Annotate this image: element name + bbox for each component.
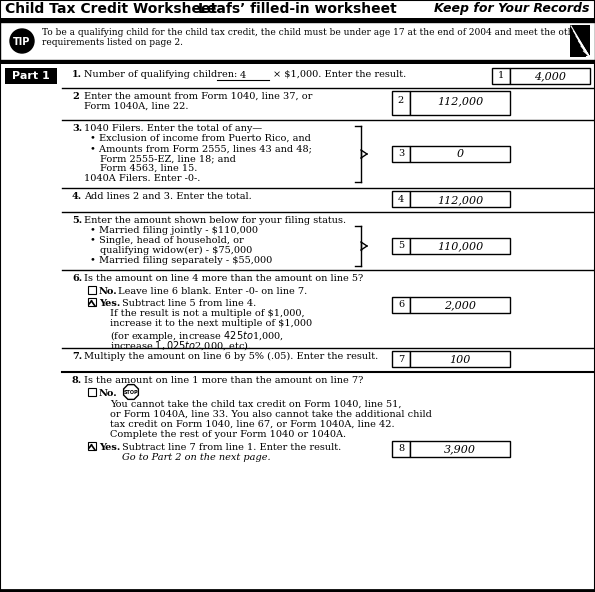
Text: 5.: 5. xyxy=(72,216,82,225)
Bar xyxy=(410,91,510,115)
Bar xyxy=(0,60,595,64)
Text: 3,900: 3,900 xyxy=(444,444,476,454)
Text: If the result is not a multiple of $1,000,: If the result is not a multiple of $1,00… xyxy=(110,309,305,318)
Text: 8.: 8. xyxy=(72,376,82,385)
Text: Is the amount on line 1 more than the amount on line 7?: Is the amount on line 1 more than the am… xyxy=(84,376,364,385)
Bar xyxy=(88,286,96,294)
Bar xyxy=(0,22,595,60)
Text: TIP: TIP xyxy=(13,37,31,47)
Text: 2: 2 xyxy=(72,92,79,101)
Text: 4: 4 xyxy=(240,71,246,80)
Text: 112,000: 112,000 xyxy=(437,195,483,205)
Text: 1.: 1. xyxy=(72,70,82,79)
Text: 7.: 7. xyxy=(72,352,82,361)
Text: 0: 0 xyxy=(456,149,464,159)
Bar xyxy=(492,68,510,84)
Text: qualifying widow(er) - $75,000: qualifying widow(er) - $75,000 xyxy=(100,246,252,255)
Bar xyxy=(410,441,510,457)
Text: Number of qualifying children:: Number of qualifying children: xyxy=(84,70,237,79)
Text: You cannot take the child tax credit on Form 1040, line 51,: You cannot take the child tax credit on … xyxy=(110,400,402,409)
Text: Yes.: Yes. xyxy=(99,299,120,308)
Bar xyxy=(510,68,590,84)
Bar xyxy=(5,68,57,84)
Text: increase $1,025 to $2,000, etc).: increase $1,025 to $2,000, etc). xyxy=(110,339,252,352)
Text: or Form 1040A, line 33. You also cannot take the additional child: or Form 1040A, line 33. You also cannot … xyxy=(110,410,432,419)
Text: • Married filing jointly - $110,000: • Married filing jointly - $110,000 xyxy=(90,226,258,235)
Bar xyxy=(410,351,510,367)
Polygon shape xyxy=(124,385,139,400)
Text: 4.: 4. xyxy=(72,192,82,201)
Text: No.: No. xyxy=(99,389,118,398)
Text: 8: 8 xyxy=(398,444,404,453)
Text: 1040 Filers. Enter the total of any—: 1040 Filers. Enter the total of any— xyxy=(84,124,262,133)
Text: 1: 1 xyxy=(498,71,504,80)
Text: No.: No. xyxy=(99,287,118,296)
Bar xyxy=(392,441,410,457)
Text: • Amounts from Form 2555, lines 43 and 48;: • Amounts from Form 2555, lines 43 and 4… xyxy=(90,144,312,153)
Bar xyxy=(392,351,410,367)
Bar xyxy=(392,146,410,162)
Text: Child Tax Credit Worksheet: Child Tax Credit Worksheet xyxy=(5,2,217,16)
Text: requirements listed on page 2.: requirements listed on page 2. xyxy=(42,38,183,47)
Text: Go to Part 2 on the next page.: Go to Part 2 on the next page. xyxy=(122,453,271,462)
Text: Leafs’ filled-in worksheet: Leafs’ filled-in worksheet xyxy=(198,2,397,16)
Text: 100: 100 xyxy=(449,355,471,365)
Text: 3: 3 xyxy=(398,149,404,158)
Text: 4: 4 xyxy=(398,195,404,204)
Bar xyxy=(88,298,96,306)
Bar xyxy=(410,238,510,254)
Text: 6.: 6. xyxy=(72,274,82,283)
Text: 5: 5 xyxy=(398,241,404,250)
Bar xyxy=(88,442,96,450)
Bar xyxy=(392,238,410,254)
Text: STOP: STOP xyxy=(124,390,138,394)
Text: • Single, head of household, or: • Single, head of household, or xyxy=(90,236,244,245)
Text: Yes.: Yes. xyxy=(99,443,120,452)
Text: × $1,000. Enter the result.: × $1,000. Enter the result. xyxy=(273,70,406,79)
Text: Keep for Your Records: Keep for Your Records xyxy=(434,2,590,15)
Text: Subtract line 5 from line 4.: Subtract line 5 from line 4. xyxy=(122,299,256,308)
Text: increase it to the next multiple of $1,000: increase it to the next multiple of $1,0… xyxy=(110,319,312,328)
Text: Enter the amount from Form 1040, line 37, or: Enter the amount from Form 1040, line 37… xyxy=(84,92,312,101)
Bar xyxy=(392,91,410,115)
Bar xyxy=(0,18,595,22)
Text: 6: 6 xyxy=(398,300,404,309)
Text: (for example, increase $425 to $1,000,: (for example, increase $425 to $1,000, xyxy=(110,329,284,343)
Bar xyxy=(392,191,410,207)
Bar xyxy=(570,25,590,57)
Text: Is the amount on line 4 more than the amount on line 5?: Is the amount on line 4 more than the am… xyxy=(84,274,364,283)
Text: 2: 2 xyxy=(398,96,404,105)
Bar xyxy=(88,388,96,396)
Text: Form 4563, line 15.: Form 4563, line 15. xyxy=(100,164,198,173)
Text: • Exclusion of income from Puerto Rico, and: • Exclusion of income from Puerto Rico, … xyxy=(90,134,311,143)
Text: 3.: 3. xyxy=(72,124,82,133)
Text: Form 1040A, line 22.: Form 1040A, line 22. xyxy=(84,102,189,111)
Text: tax credit on Form 1040, line 67, or Form 1040A, line 42.: tax credit on Form 1040, line 67, or For… xyxy=(110,420,394,429)
Text: 1040A Filers. Enter -0-.: 1040A Filers. Enter -0-. xyxy=(84,174,201,183)
Text: Enter the amount shown below for your filing status.: Enter the amount shown below for your fi… xyxy=(84,216,346,225)
Circle shape xyxy=(10,29,34,53)
Text: • Married filing separately - $55,000: • Married filing separately - $55,000 xyxy=(90,256,273,265)
Bar xyxy=(392,297,410,313)
Text: 110,000: 110,000 xyxy=(437,241,483,251)
Text: Form 2555-EZ, line 18; and: Form 2555-EZ, line 18; and xyxy=(100,154,236,163)
Text: To be a qualifying child for the child tax credit, the child must be under age 1: To be a qualifying child for the child t… xyxy=(42,28,583,37)
Text: 4,000: 4,000 xyxy=(534,71,566,81)
Text: 2,000: 2,000 xyxy=(444,300,476,310)
Text: Add lines 2 and 3. Enter the total.: Add lines 2 and 3. Enter the total. xyxy=(84,192,252,201)
Bar xyxy=(410,191,510,207)
Text: 7: 7 xyxy=(398,355,404,364)
Text: 112,000: 112,000 xyxy=(437,96,483,106)
Text: Subtract line 7 from line 1. Enter the result.: Subtract line 7 from line 1. Enter the r… xyxy=(122,443,342,452)
Bar xyxy=(410,146,510,162)
Bar xyxy=(410,297,510,313)
Text: Part 1: Part 1 xyxy=(12,71,50,81)
Text: Leave line 6 blank. Enter -0- on line 7.: Leave line 6 blank. Enter -0- on line 7. xyxy=(118,287,307,296)
Text: Complete the rest of your Form 1040 or 1040A.: Complete the rest of your Form 1040 or 1… xyxy=(110,430,346,439)
Text: Multiply the amount on line 6 by 5% (.05). Enter the result.: Multiply the amount on line 6 by 5% (.05… xyxy=(84,352,378,361)
